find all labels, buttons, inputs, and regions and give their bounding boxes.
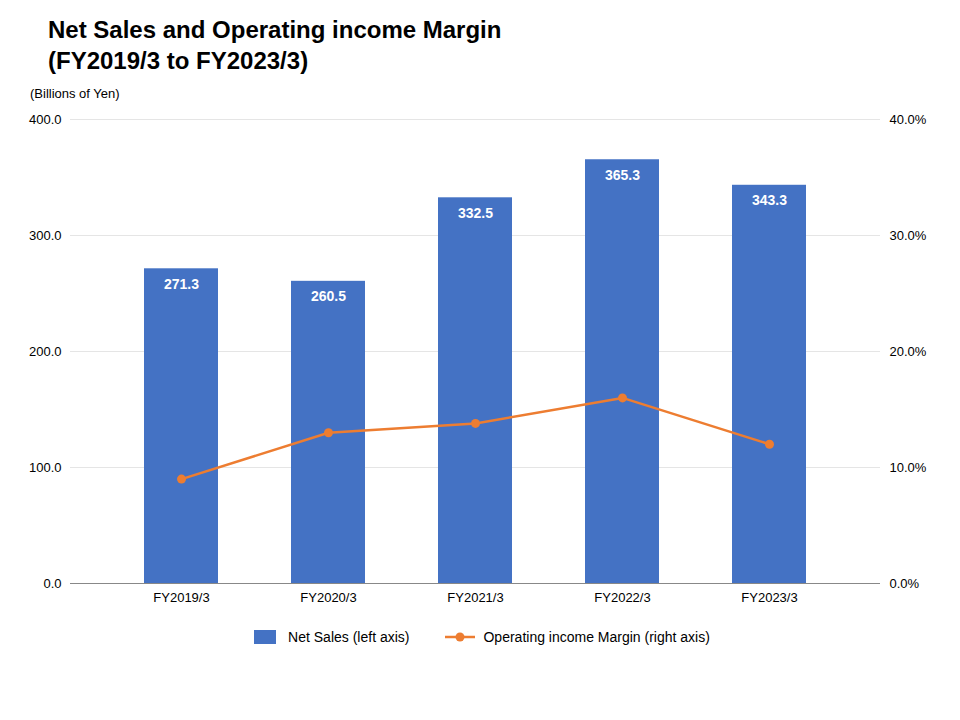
- svg-text:FY2020/3: FY2020/3: [300, 590, 356, 605]
- svg-text:260.5: 260.5: [311, 289, 346, 305]
- svg-text:365.3: 365.3: [605, 167, 640, 183]
- html-text:Operating income Margin (right: Operating income Margin (right axis): [483, 629, 710, 646]
- html-text:Net Sales and Operating income: Net Sales and Operating income Margin: [48, 16, 502, 43]
- svg-text:300.0: 300.0: [29, 228, 62, 243]
- html-text:Net Sales (left axis): Net Sales (left axis): [288, 629, 410, 646]
- html-text:(Billions of Yen): (Billions of Yen): [30, 86, 120, 102]
- svg-text:343.3: 343.3: [752, 193, 787, 209]
- svg-text:FY2021/3: FY2021/3: [447, 590, 503, 605]
- html-text:(FY2019/3 to FY2023/3): (FY2019/3 to FY2023/3): [48, 47, 309, 75]
- svg-text:271.3: 271.3: [164, 276, 199, 292]
- svg-text:200.0: 200.0: [29, 344, 62, 359]
- svg-text:0.0: 0.0: [43, 576, 61, 591]
- svg-text:40.0%: 40.0%: [890, 112, 927, 127]
- svg-text:FY2019/3: FY2019/3: [153, 590, 209, 605]
- svg-text:100.0: 100.0: [29, 460, 62, 475]
- svg-text:0.0%: 0.0%: [890, 576, 920, 591]
- svg-text:30.0%: 30.0%: [890, 228, 927, 243]
- svg-text:FY2022/3: FY2022/3: [594, 590, 650, 605]
- svg-text:FY2023/3: FY2023/3: [741, 590, 797, 605]
- svg-text:20.0%: 20.0%: [890, 344, 927, 359]
- svg-text:400.0: 400.0: [29, 112, 62, 127]
- svg-text:332.5: 332.5: [458, 205, 493, 221]
- svg-text:10.0%: 10.0%: [890, 460, 927, 475]
